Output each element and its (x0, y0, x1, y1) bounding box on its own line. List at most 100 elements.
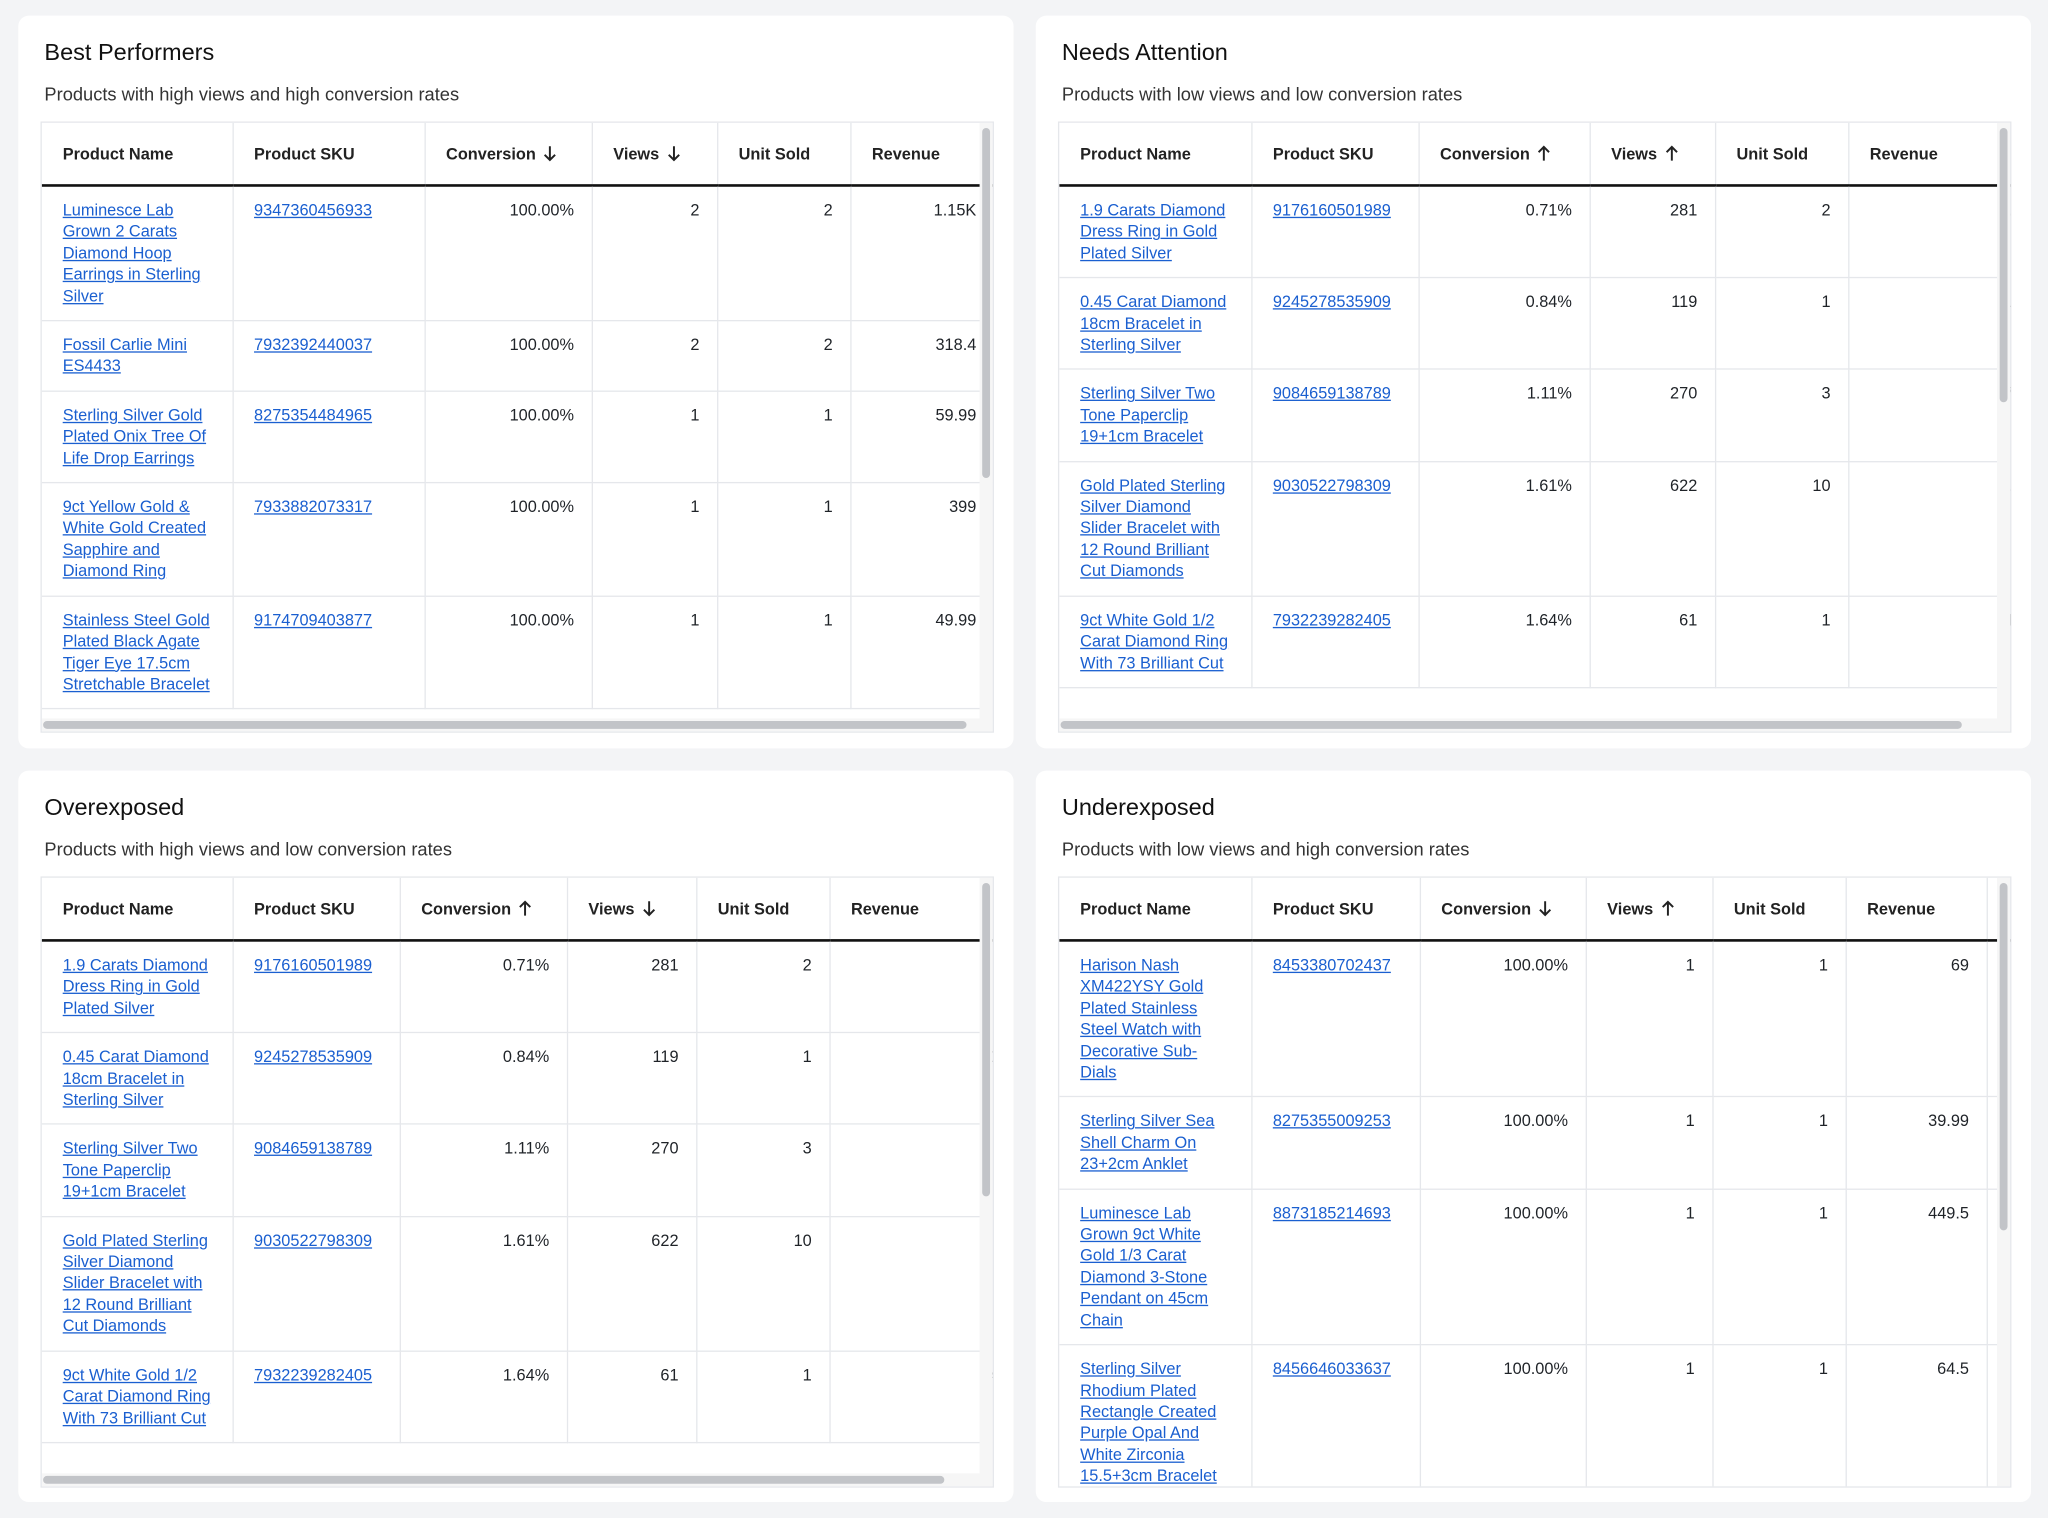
table-cell: 1 (717, 390, 851, 484)
product-link[interactable]: Sterling Silver Gold Plated Onix Tree Of… (62, 405, 207, 468)
column-header[interactable]: Views (1585, 877, 1713, 942)
table-cell: 7 (829, 1124, 993, 1217)
product-link[interactable]: 1.9 Carats Diamond Dress Ring in Gold Pl… (1080, 201, 1226, 263)
product-link[interactable]: Sterling Silver Two Tone Paperclip 19+1c… (62, 1139, 198, 1201)
column-header[interactable]: Revenue (850, 122, 993, 187)
column-header[interactable]: Product SKU (232, 877, 401, 942)
product-link[interactable]: 9ct Yellow Gold & White Gold Created Sap… (62, 497, 207, 581)
column-header[interactable]: Conversion (424, 122, 593, 187)
sort-icon (667, 145, 680, 161)
table-cell: 1 (1714, 277, 1849, 371)
table-cell: 1. (829, 940, 993, 1034)
product-link[interactable]: Luminesce Lab Grown 2 Carats Diamond Hoo… (62, 201, 201, 306)
column-header[interactable]: Conversion (399, 877, 568, 942)
column-header[interactable]: Views (591, 122, 718, 187)
table-cell: Stainless Steel Gold Plated Black Agate … (41, 595, 234, 710)
table-row: 0.45 Carat Diamond 18cm Bracelet in Ster… (41, 1032, 993, 1126)
product-link[interactable]: Sterling Silver Two Tone Paperclip 19+1c… (1080, 384, 1216, 446)
product-link[interactable]: Gold Plated Sterling Silver Diamond Slid… (62, 1231, 208, 1336)
table-cell: 9245278535909 (232, 1032, 401, 1126)
table-cell: 1. (1848, 185, 2011, 279)
product-link[interactable]: Gold Plated Sterling Silver Diamond Slid… (1080, 476, 1226, 581)
scroll-thumb[interactable] (1999, 127, 2008, 403)
column-header[interactable]: Views (566, 877, 697, 942)
scroll-thumb[interactable] (43, 1475, 945, 1484)
scroll-thumb[interactable] (1060, 720, 1962, 729)
column-header[interactable]: Product SKU (232, 122, 426, 187)
vertical-scrollbar[interactable] (1997, 122, 2011, 732)
column-header[interactable]: Product Name (1059, 877, 1252, 942)
scroll-thumb[interactable] (982, 882, 991, 1197)
product-link[interactable]: 9ct White Gold 1/2 Carat Diamond Ring Wi… (62, 1365, 211, 1427)
column-header[interactable]: Conversion (1418, 122, 1591, 187)
table-cell: 1.61% (1418, 461, 1591, 597)
column-header[interactable]: Conversion (1419, 877, 1587, 942)
sku-link[interactable]: 8275354484965 (254, 405, 373, 425)
table-container: Product Name Product SKU Conversion Views Un… (40, 876, 994, 1488)
column-header[interactable]: Product Name (41, 122, 234, 187)
product-link[interactable]: 0.45 Carat Diamond 18cm Bracelet in Ster… (1080, 292, 1227, 354)
product-link[interactable]: Sterling Silver Sea Shell Charm On 23+2c… (1080, 1112, 1215, 1174)
product-link[interactable]: 1.9 Carats Diamond Dress Ring in Gold Pl… (62, 956, 208, 1018)
sku-link[interactable]: 9245278535909 (254, 1047, 373, 1067)
column-header[interactable]: Revenue (1845, 877, 1988, 942)
table-cell: 1 (1714, 595, 1849, 689)
sku-link[interactable]: 7932392440037 (254, 335, 373, 354)
sku-link[interactable]: 8456646033637 (1272, 1359, 1391, 1379)
sku-link[interactable]: 9176160501989 (254, 956, 373, 975)
header-label: Product Name (1080, 899, 1191, 918)
sku-link[interactable]: 8275355009253 (1272, 1112, 1391, 1131)
horizontal-scrollbar[interactable] (1059, 718, 2011, 732)
vertical-scrollbar[interactable] (1997, 877, 2011, 1487)
product-link[interactable]: Fossil Carlie Mini ES4433 (62, 335, 187, 376)
sku-link[interactable]: 9174709403877 (254, 610, 373, 630)
product-link[interactable]: Sterling Silver Rhodium Plated Rectangle… (1080, 1359, 1217, 1486)
column-header[interactable]: Views (1589, 122, 1716, 187)
sku-link[interactable]: 9347360456933 (254, 201, 373, 220)
vertical-scrollbar[interactable] (979, 122, 993, 732)
sku-link[interactable]: 7932239282405 (1272, 610, 1391, 630)
panel: Needs Attention Products with low views a… (1035, 15, 2032, 749)
sku-link[interactable]: 8873185214693 (1272, 1203, 1391, 1223)
table-cell: 1 (1585, 1097, 1713, 1190)
column-header[interactable]: Revenue (1848, 122, 2011, 187)
scroll-thumb[interactable] (982, 127, 991, 479)
sku-link[interactable]: 9030522798309 (254, 1231, 373, 1250)
product-link[interactable]: 9ct White Gold 1/2 Carat Diamond Ring Wi… (1080, 610, 1229, 672)
product-link[interactable]: Harison Nash XM422YSY Gold Plated Stainl… (1080, 956, 1204, 1082)
sku-link[interactable]: 8453380702437 (1272, 956, 1391, 975)
table-row: Gold Plated Sterling Silver Diamond Slid… (41, 1216, 993, 1352)
sku-link[interactable]: 9084659138789 (1272, 384, 1391, 403)
sku-link[interactable]: 9176160501989 (1272, 201, 1391, 220)
column-header[interactable]: Product Name (41, 877, 234, 942)
header-label: Revenue (850, 899, 919, 918)
scroll-thumb[interactable] (43, 720, 967, 729)
sku-link[interactable]: 9030522798309 (1272, 476, 1391, 495)
scroll-thumb[interactable] (1999, 882, 2008, 1231)
table-cell: 119 (1589, 277, 1716, 371)
table-cell: 119 (566, 1032, 697, 1126)
sku-link[interactable]: 9245278535909 (1272, 292, 1391, 312)
sku-link[interactable]: 7932239282405 (254, 1365, 373, 1385)
column-header[interactable]: Product Name (1059, 122, 1252, 187)
column-header[interactable]: Unit Sold (1714, 122, 1849, 187)
column-header[interactable]: Unit Sold (1712, 877, 1847, 942)
column-header[interactable]: Product SKU (1251, 877, 1421, 942)
column-header[interactable]: Product SKU (1251, 122, 1420, 187)
table-container: Product Name Product SKU Conversion Views Un… (1057, 121, 2012, 733)
horizontal-scrollbar[interactable] (41, 718, 993, 732)
product-link[interactable]: Luminesce Lab Grown 9ct White Gold 1/3 C… (1080, 1203, 1209, 1330)
column-header[interactable]: Unit Sold (717, 122, 851, 187)
table-row: Sterling Silver Gold Plated Onix Tree Of… (41, 390, 993, 484)
product-link[interactable]: 0.45 Carat Diamond 18cm Bracelet in Ster… (62, 1047, 209, 1109)
horizontal-scrollbar[interactable] (41, 1473, 993, 1487)
column-header[interactable]: Unit Sold (696, 877, 831, 942)
sku-link[interactable]: 7933882073317 (254, 497, 373, 516)
table-row: 9ct White Gold 1/2 Carat Diamond Ring Wi… (1059, 595, 2011, 689)
table-cell: Harison Nash XM422YSY Gold Plated Stainl… (1059, 940, 1252, 1098)
sku-link[interactable]: 9084659138789 (254, 1139, 373, 1158)
vertical-scrollbar[interactable] (979, 877, 993, 1487)
column-header[interactable]: Revenue (829, 877, 993, 942)
product-link[interactable]: Stainless Steel Gold Plated Black Agate … (62, 610, 210, 694)
